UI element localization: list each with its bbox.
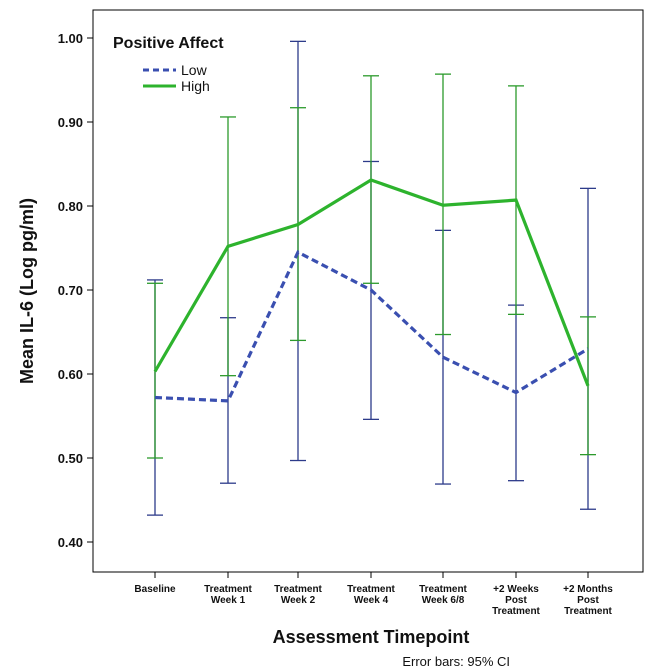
y-axis-title: Mean IL-6 (Log pg/ml)	[17, 198, 37, 384]
x-axis-title: Assessment Timepoint	[273, 627, 470, 647]
legend-label-low: Low	[181, 62, 208, 78]
y-tick-label: 0.60	[58, 367, 83, 382]
y-tick-label: 0.90	[58, 115, 83, 130]
series-lines	[153, 178, 590, 403]
error-bar-note: Error bars: 95% CI	[402, 654, 510, 669]
y-axis: 0.40 0.50 0.60 0.70 0.80 0.90 1.00	[58, 31, 93, 550]
series-line-low	[154, 250, 589, 403]
x-axis: Baseline Treatment Week 1 Treatment Week 2 Tr…	[134, 572, 613, 617]
legend-title: Positive Affect	[113, 35, 224, 52]
legend: Positive Affect Low High	[113, 35, 224, 94]
x-tick-label: Treatment Week 4	[347, 584, 395, 606]
y-tick-label: 0.70	[58, 283, 83, 298]
y-tick-label: 0.40	[58, 535, 83, 550]
error-bars	[147, 40, 596, 516]
y-tick-label: 0.50	[58, 451, 83, 466]
x-tick-label: Treatment Week 1	[204, 584, 252, 606]
y-tick-label: 1.00	[58, 31, 83, 46]
y-tick-label: 0.80	[58, 199, 83, 214]
legend-label-high: High	[181, 78, 210, 94]
plot-frame	[92, 9, 644, 573]
x-tick-label: Treatment Week 6/8	[419, 584, 467, 606]
x-tick-label: +2 Weeks Post Treatment	[492, 584, 540, 617]
x-tick-label: Baseline	[134, 584, 176, 595]
x-tick-label: +2 Months Post Treatment	[563, 584, 613, 617]
x-tick-label: Treatment Week 2	[274, 584, 322, 606]
series-line-high	[153, 178, 590, 387]
